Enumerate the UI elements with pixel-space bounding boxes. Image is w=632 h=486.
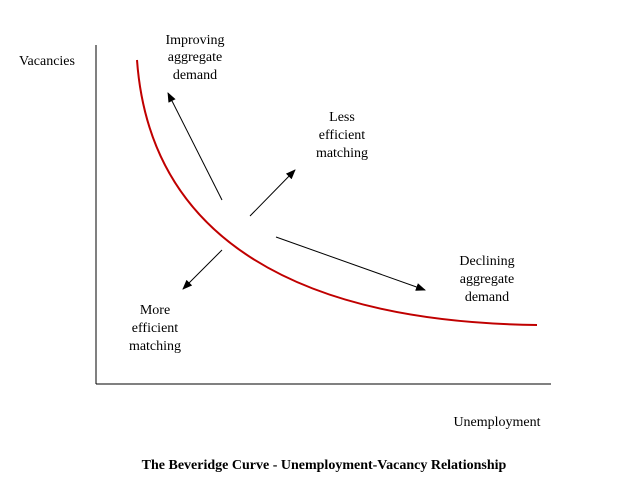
annotation-line: aggregate	[168, 50, 222, 65]
caption: The Beveridge Curve - Unemployment-Vacan…	[142, 458, 507, 473]
arrow	[182, 249, 223, 290]
annotation-line: matching	[129, 339, 181, 354]
annotation-line: aggregate	[460, 272, 514, 287]
arrow	[275, 236, 426, 291]
annotation-line: demand	[465, 290, 509, 305]
annotation-line: efficient	[319, 128, 365, 143]
annotation-line: Improving	[165, 33, 224, 48]
arrow	[249, 169, 296, 217]
annotation-line: Less	[329, 110, 355, 125]
annotation-line: efficient	[132, 321, 178, 336]
annotation-line: Declining	[459, 254, 514, 269]
annotation-line: matching	[316, 146, 368, 161]
annotation-line: demand	[173, 68, 217, 83]
beveridge-curve	[136, 59, 538, 326]
y-axis-label: Vacancies	[19, 54, 75, 69]
arrow	[167, 92, 223, 201]
x-axis-label: Unemployment	[453, 415, 540, 430]
annotation-line: More	[140, 303, 170, 318]
